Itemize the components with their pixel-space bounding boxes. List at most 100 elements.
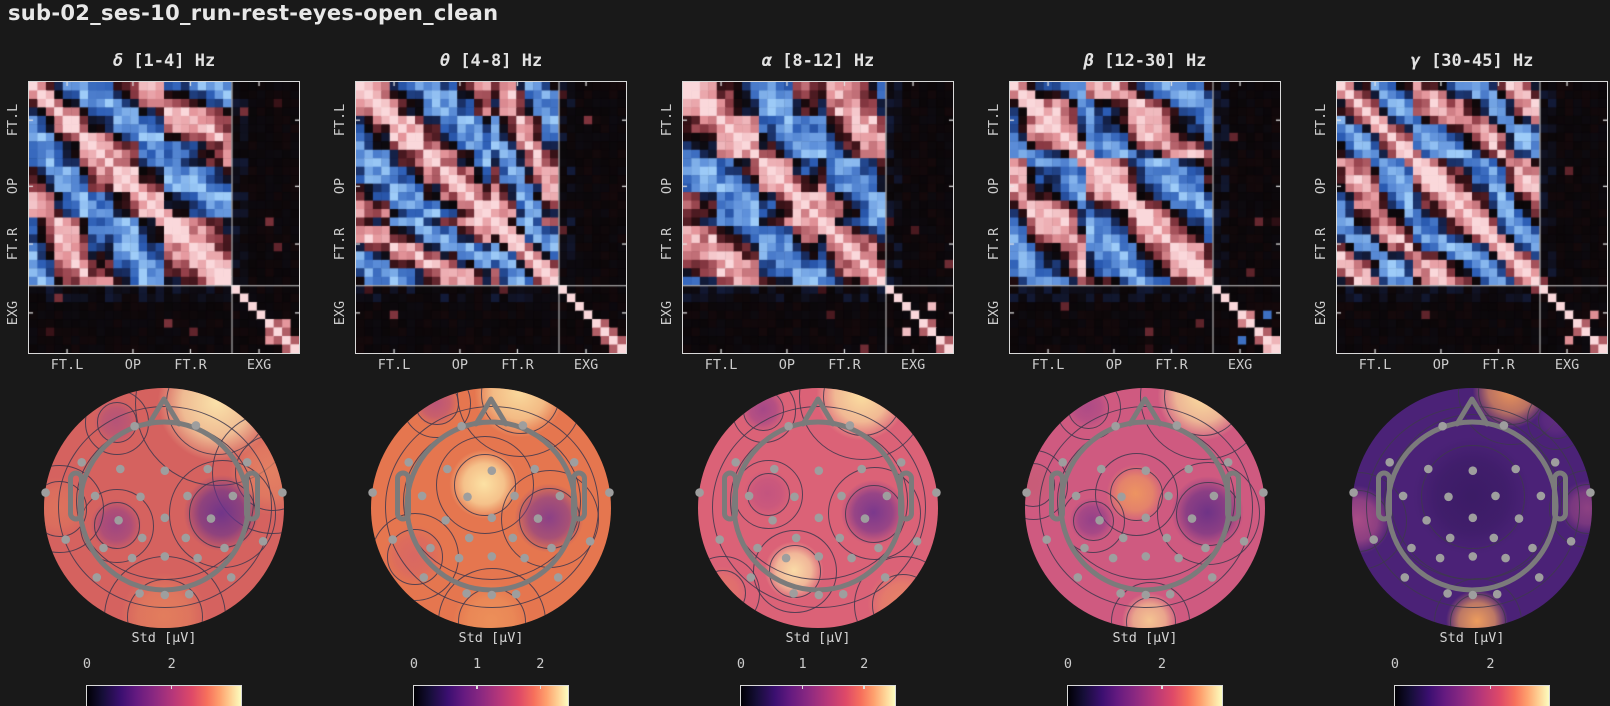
electrode-dot [77,458,86,467]
electrode-dot [41,488,50,497]
electrode-dot [1164,491,1173,501]
head-outline [368,396,614,600]
electrode-dot [1550,458,1560,467]
ear-left [1376,470,1392,522]
electrode-dot [203,464,212,474]
electrode-dot [874,543,883,553]
colorbar-tick-mark [476,685,478,689]
colorbar-tick-mark [539,685,542,689]
electrode-dot [61,535,70,544]
colorbar-tick-label: 0 [82,656,92,672]
electrode-dot [814,466,824,475]
x-tick-label: OP [451,357,469,373]
x-tick-label: FT.R [1482,357,1515,373]
panel-title: α [8-12] Hz [683,51,953,71]
electrode-dot [417,491,427,501]
head-circle [1058,419,1232,593]
colorbar-tick-mark [1489,685,1492,689]
band-range: [8-12] Hz [771,51,875,71]
colorbar-tick-label: 1 [473,656,482,672]
x-tick-label: OP [1105,357,1123,373]
electrode-dot [1058,458,1067,467]
x-tick-label: EXG [1227,357,1253,373]
nose [473,396,509,427]
head-overlay [368,388,614,628]
electrode-dot [1438,421,1447,431]
colorbar-label: Std [μV] [458,630,524,646]
correlation-heatmap [1009,81,1281,354]
x-tick-label: EXG [1554,357,1580,373]
panel-title: γ [30-45] Hz [1337,51,1607,71]
head-outline [1349,396,1595,600]
head-outline [695,396,941,600]
electrode-dot [882,491,892,501]
electrode-dot [880,573,890,582]
x-tick-label: FT.R [828,357,861,373]
electrode-dot [441,516,450,525]
band-range: [30-45] Hz [1420,51,1534,71]
electrode-dot [1116,589,1125,598]
x-tick-label: FT.L [1031,357,1065,373]
electrode-dot [768,516,777,525]
y-tick-label: EXG [1313,300,1329,326]
correlation-heatmap [682,81,954,354]
colorbar-tick-mark [863,685,865,689]
y-tick-label: FT.R [332,227,348,261]
electrode-dot [585,537,595,546]
x-tick-label: FT.R [501,357,534,373]
y-tick-label: OP [986,178,1002,195]
electrode-dot [1491,491,1500,501]
ear-right [1552,470,1568,522]
electrode-dot [837,491,846,501]
electrode-dot [1141,513,1151,523]
electrode-dot [443,464,452,474]
electrode-dot [1489,533,1499,543]
colorbar [413,685,569,706]
electrode-dot [789,589,798,598]
electrode-dot [1443,589,1452,598]
electrode-dot [553,573,563,582]
electrode-dot [184,589,194,599]
electrode-dot [912,537,922,546]
x-tick-label: OP [778,357,796,373]
electrode-dot [784,421,793,431]
electrode-dot [1468,466,1478,475]
electrode-dot [1536,491,1546,501]
electrode-dot [1080,543,1089,553]
electrode-dot [457,421,466,431]
y-tick-label: OP [332,178,348,195]
electrode-dot [1407,543,1416,553]
nose [1127,396,1163,427]
electrode-dot [533,514,543,523]
electrode-dot [92,573,102,582]
electrode-dot [1445,533,1455,543]
electrode-dot [1165,589,1175,599]
x-tick-label: FT.L [377,357,411,373]
electrode-dot [1534,573,1544,582]
ear-left [68,470,84,522]
electrode-dot [791,533,801,543]
electrode-dot [388,535,397,544]
nose [800,396,836,427]
electrode-dot [510,491,519,501]
y-tick-label: FT.R [1313,227,1329,261]
colorbar-tick-mark [801,685,804,689]
electrode-dot [1223,458,1233,467]
electrode-dot [715,535,724,544]
electrode-dot [1398,491,1408,501]
panel-delta: δ [1-4] Hz FT.L FT.L OP OP FT.R FT.R EXG EXG Std … [0,0,322,706]
electrode-dot [1201,543,1210,553]
electrode-dot [1385,458,1394,467]
x-tick-label: FT.L [704,357,738,373]
electrode-dot [896,458,906,467]
electrode-dot [193,553,202,563]
electrode-dot [1108,553,1118,563]
figure-title: sub-02_ses-10_run-rest-eyes-open_clean [8,1,499,25]
electrode-dot [1444,492,1453,502]
x-tick-label: EXG [573,357,599,373]
electrode-dot [1566,537,1576,546]
colorbar-tick-label: 2 [1157,656,1167,672]
electrode-dot [419,573,429,582]
electrode-dot [1501,553,1510,563]
colorbar [1067,685,1223,706]
